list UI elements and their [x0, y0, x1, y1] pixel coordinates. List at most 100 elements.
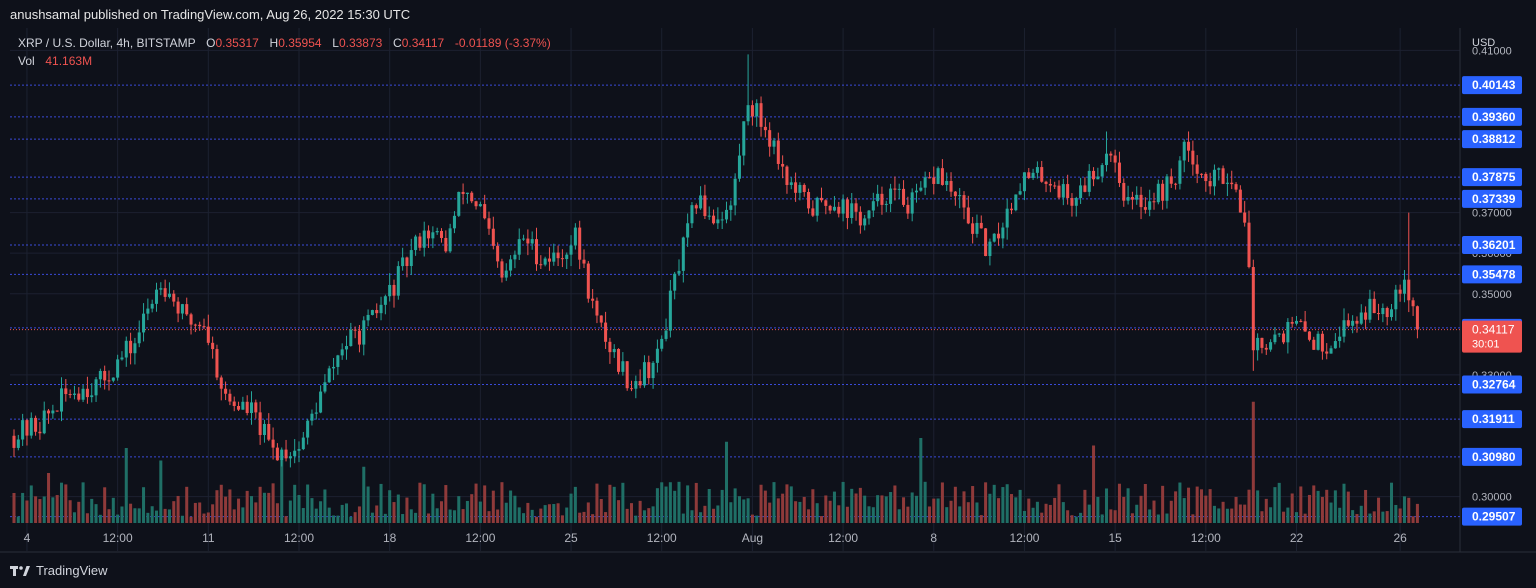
volume-bar: [958, 506, 962, 523]
candle-body: [629, 388, 634, 390]
volume-bar: [327, 507, 331, 523]
volume-bar: [228, 489, 232, 523]
candle-body: [781, 163, 785, 167]
candle-body: [1398, 289, 1402, 294]
volume-bar: [984, 482, 988, 523]
volume-bar: [547, 504, 551, 523]
candle-body: [712, 215, 716, 224]
candle-body: [323, 382, 327, 392]
volume-bar: [612, 486, 616, 523]
volume-bar: [629, 503, 634, 523]
candle-body: [591, 298, 595, 301]
candle-body: [1359, 312, 1363, 324]
candle-body: [543, 258, 547, 265]
candle-body: [1217, 168, 1221, 170]
volume-bar: [971, 486, 975, 523]
price-tick-label: 0.30000: [1472, 492, 1512, 504]
volume-bar: [569, 493, 573, 523]
candle-body: [1243, 212, 1247, 223]
candle-body: [539, 264, 543, 266]
volume-bar: [1333, 490, 1337, 523]
candle-body: [979, 222, 983, 229]
volume-bar: [344, 503, 349, 523]
volume-bar: [1104, 488, 1109, 523]
candle-body: [1104, 153, 1109, 166]
candle-body: [1329, 348, 1333, 354]
level-badge: 0.29507: [1462, 507, 1522, 526]
candle-body: [267, 423, 271, 440]
volume-bar: [392, 502, 396, 523]
candle-body: [1282, 333, 1286, 343]
time-tick-label: 22: [1290, 531, 1304, 545]
volume-bar: [927, 506, 931, 523]
candle-body: [832, 206, 836, 211]
candle-body: [21, 420, 25, 440]
candle-body: [271, 439, 275, 448]
volume-bar: [1174, 491, 1178, 523]
volume-bar: [401, 514, 405, 523]
candle-body: [634, 381, 638, 389]
candle-body: [51, 410, 55, 414]
volume-bar: [1109, 509, 1113, 523]
volume-bar: [176, 495, 180, 523]
candle-body: [59, 388, 64, 412]
volume-bar: [1234, 496, 1238, 523]
time-tick-label: 12:00: [465, 531, 495, 545]
publisher-line: anushsamal published on TradingView.com,…: [10, 7, 411, 22]
volume-bar: [500, 482, 504, 523]
candle-body: [327, 368, 331, 383]
candle-body: [807, 192, 811, 209]
volume-bar: [1001, 487, 1005, 523]
volume-bar: [1312, 485, 1316, 523]
volume-bar: [1282, 511, 1286, 523]
volume-bar: [1407, 497, 1411, 523]
candle-body: [893, 188, 897, 190]
candle-body: [1238, 189, 1242, 213]
candle-body: [776, 140, 780, 164]
symbol-title[interactable]: XRP / U.S. Dollar, 4h, BITSTAMP: [18, 36, 196, 50]
candle-body: [513, 254, 517, 260]
volume-bar: [491, 490, 495, 523]
brand-name: TradingView: [36, 563, 108, 578]
candle-body: [301, 437, 305, 450]
volume-bar: [47, 473, 51, 523]
volume-bar: [789, 486, 793, 523]
volume-bar: [409, 509, 413, 523]
volume-bar: [68, 500, 72, 523]
level-badge-text: 0.36201: [1472, 238, 1516, 252]
volume-bar: [763, 490, 767, 523]
volume-bar: [340, 504, 344, 523]
volume-bar: [1100, 514, 1104, 523]
candle-body: [1372, 298, 1376, 314]
volume-bar: [699, 512, 703, 523]
volume-bar: [496, 509, 500, 523]
candle-body: [1174, 183, 1178, 185]
volume-bar: [1411, 516, 1415, 523]
volume-bar: [953, 486, 957, 523]
candle-body: [1234, 184, 1238, 190]
candle-body: [375, 310, 379, 314]
volume-bar: [1381, 511, 1385, 523]
candle-body: [997, 233, 1001, 239]
candle-body: [755, 103, 759, 117]
volume-bar: [1169, 500, 1173, 523]
volume-bar: [457, 496, 461, 523]
volume-bar: [258, 486, 262, 523]
candle-body: [737, 155, 741, 179]
candle-body: [1256, 337, 1260, 351]
candle-body: [798, 184, 802, 193]
volume-bar: [1394, 504, 1398, 523]
time-axis: 4 12:00 11 12:00 18 12:00 25 12:00 Aug 12:00 8 12:0…: [24, 531, 1408, 545]
tradingview-logo[interactable]: TradingView: [10, 563, 108, 578]
volume-bar: [543, 505, 547, 523]
volume-bar: [798, 501, 802, 523]
candle-body: [720, 219, 724, 221]
volume-bar: [1117, 483, 1121, 523]
volume-bar: [655, 488, 659, 523]
volume-bar: [539, 508, 543, 523]
level-badge-bg: [1462, 189, 1522, 208]
current-price-badge-bg: [1462, 320, 1522, 353]
candle-body: [72, 393, 76, 395]
volume-bar: [1273, 487, 1277, 523]
